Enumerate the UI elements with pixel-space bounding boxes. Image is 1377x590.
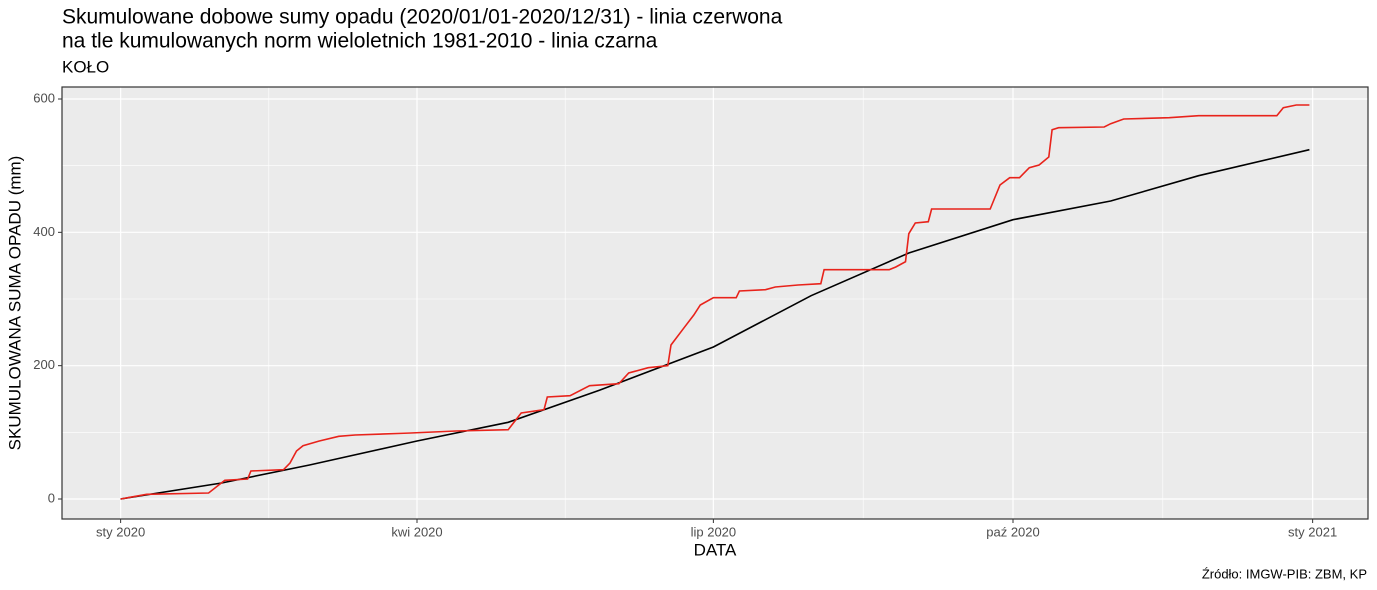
panel-border bbox=[61, 86, 1369, 520]
x-tick-label: sty 2020 bbox=[96, 524, 145, 539]
chart-title: Skumulowane dobowe sumy opadu (2020/01/0… bbox=[62, 6, 783, 29]
y-axis-label: SKUMULOWANA SUMA OPADU (mm) bbox=[5, 156, 24, 451]
y-tick-label: 400 bbox=[33, 224, 55, 239]
plot-panel bbox=[62, 87, 1368, 519]
y-tick-label: 600 bbox=[33, 90, 55, 105]
series-line bbox=[120, 104, 1310, 500]
chart-subtitle: KOŁO bbox=[62, 57, 109, 76]
y-tick-label: 0 bbox=[48, 490, 55, 505]
x-tick-label: sty 2021 bbox=[1288, 524, 1337, 539]
caption: Źródło: IMGW-PIB: ZBM, KP bbox=[1202, 566, 1367, 581]
x-tick-label: paź 2020 bbox=[986, 524, 1040, 539]
x-tick-label: lip 2020 bbox=[691, 524, 737, 539]
x-axis-label: DATA bbox=[694, 540, 737, 559]
y-tick-label: 200 bbox=[33, 357, 55, 372]
series-line bbox=[120, 148, 1310, 500]
x-tick-label: kwi 2020 bbox=[391, 524, 442, 539]
chart-title: na tle kumulowanych norm wieloletnich 19… bbox=[62, 30, 658, 53]
